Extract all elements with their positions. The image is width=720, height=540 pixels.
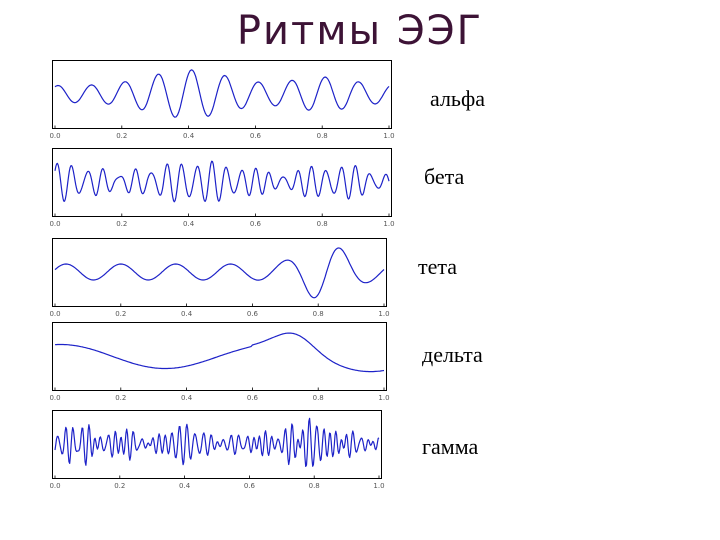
wave-line-theta [54,247,385,299]
wave-line-beta [54,160,390,203]
x-tick-label: 0.8 [317,220,328,228]
plot-frame [52,238,387,307]
x-tick-label: 0.8 [317,132,328,140]
rhythm-label-alpha: альфа [430,86,485,111]
wave-line-alpha [54,69,390,118]
x-tick-label: 0.6 [247,394,259,402]
eeg-panel-theta: 0.0 0.2 0.4 0.6 0.8 1.0 [49,238,390,318]
plot-frame [52,410,382,479]
rhythm-label-delta: дельта [422,342,483,367]
x-tick-label: 0.8 [309,482,320,490]
eeg-plot-theta: 0.0 0.2 0.4 0.6 0.8 1.0 [49,238,390,318]
rhythm-label-gamma: гамма [422,434,479,459]
eeg-plot-beta: 0.0 0.2 0.4 0.6 0.8 1.0 [49,148,395,228]
eeg-panel-alpha: 0.0 0.2 0.4 0.6 0.8 1.0 [49,60,395,140]
x-tick-label: 0.6 [247,310,259,318]
x-tick-label: 1.0 [383,220,394,228]
x-tick-label: 0.4 [183,132,195,140]
x-tick-label: 0.6 [250,220,262,228]
eeg-panel-gamma: 0.0 0.2 0.4 0.6 0.8 1.0 [49,410,385,490]
x-tick-label: 1.0 [383,132,394,140]
x-tick-label: 0.4 [181,310,193,318]
wave-line-gamma [54,417,380,467]
rhythm-label-theta: тета [418,254,458,279]
x-tick-label: 0.0 [49,482,60,490]
x-tick-label: 0.8 [313,394,324,402]
x-tick-label: 0.6 [244,482,256,490]
x-tick-label: 0.2 [115,394,126,402]
x-tick-label: 0.0 [49,220,60,228]
x-tick-label: 0.2 [116,132,127,140]
x-tick-label: 0.2 [115,310,126,318]
x-tick-label: 0.4 [179,482,191,490]
x-tick-label: 1.0 [373,482,384,490]
x-tick-label: 0.4 [181,394,193,402]
eeg-plot-delta: 0.0 0.2 0.4 0.6 0.8 1.0 [49,322,390,402]
x-tick-label: 0.0 [49,132,60,140]
x-tick-label: 0.4 [183,220,195,228]
rhythm-label-beta: бета [424,164,465,189]
x-tick-label: 0.8 [313,310,324,318]
x-tick-label: 0.6 [250,132,262,140]
x-tick-label: 0.2 [116,220,127,228]
eeg-panel-delta: 0.0 0.2 0.4 0.6 0.8 1.0 [49,322,390,402]
wave-line-delta [54,332,385,373]
x-tick-label: 1.0 [378,394,389,402]
x-tick-label: 1.0 [378,310,389,318]
eeg-plot-gamma: 0.0 0.2 0.4 0.6 0.8 1.0 [49,410,385,490]
page-title: Ритмы ЭЭГ [236,8,484,54]
x-tick-label: 0.0 [49,394,60,402]
x-tick-label: 0.0 [49,310,60,318]
eeg-panel-beta: 0.0 0.2 0.4 0.6 0.8 1.0 [49,148,395,228]
plot-frame [52,60,392,129]
x-tick-label: 0.2 [114,482,125,490]
eeg-plot-alpha: 0.0 0.2 0.4 0.6 0.8 1.0 [49,60,395,140]
